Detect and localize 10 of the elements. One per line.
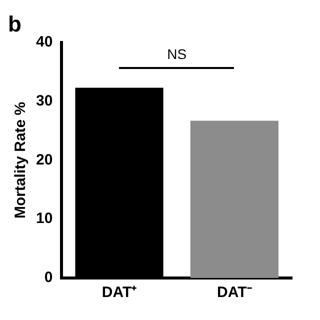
- x-tick-label: DAT⁺: [102, 284, 137, 302]
- x-tick-label: DAT⁻: [217, 284, 252, 302]
- y-tick-label: 20: [36, 151, 53, 168]
- y-tick-label: 40: [36, 34, 53, 51]
- y-tick-label: 10: [36, 210, 53, 228]
- annotation: NS: [166, 46, 188, 62]
- y-tick-label: 30: [36, 92, 53, 110]
- y-axis-title: Mortality Rate %: [12, 102, 30, 219]
- chart-title: b: [8, 11, 22, 36]
- y-tick-label: 0: [44, 269, 53, 286]
